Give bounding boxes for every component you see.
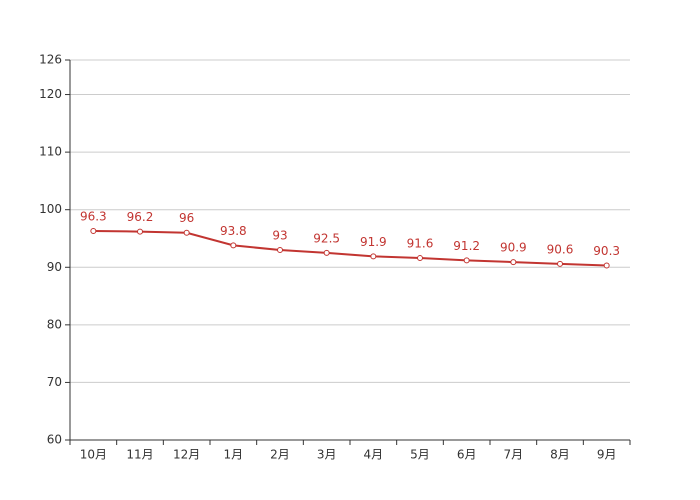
x-tick-label: 6月 xyxy=(457,448,477,462)
x-tick-label: 11月 xyxy=(126,448,153,462)
y-tick-label: 110 xyxy=(39,145,62,159)
x-tick-label: 9月 xyxy=(597,448,617,462)
y-tick-label: 100 xyxy=(39,202,62,216)
point xyxy=(510,259,517,266)
x-tick-label: 3月 xyxy=(317,448,337,462)
value-label: 96 xyxy=(179,211,194,225)
value-label: 90.9 xyxy=(500,241,527,255)
x-tick-label: 2月 xyxy=(270,448,290,462)
value-label: 92.5 xyxy=(313,231,340,245)
value-label: 91.6 xyxy=(407,237,434,251)
x-tick-label: 7月 xyxy=(504,448,524,462)
value-label: 91.9 xyxy=(360,235,387,249)
value-label: 91.2 xyxy=(453,239,480,253)
y-tick-label: 90 xyxy=(47,260,62,274)
point xyxy=(323,249,330,256)
value-label: 93.8 xyxy=(220,224,247,238)
point xyxy=(370,253,377,260)
point xyxy=(137,228,143,235)
point xyxy=(417,255,423,262)
x-tick-label: 5月 xyxy=(410,448,430,462)
value-label: 96.2 xyxy=(127,210,154,224)
value-label: 96.3 xyxy=(80,210,107,224)
point xyxy=(183,229,190,236)
y-tick-label: 80 xyxy=(47,317,62,331)
point xyxy=(90,228,97,234)
point xyxy=(557,260,563,267)
y-tick-label: 120 xyxy=(39,87,62,101)
y-tick-label: 126 xyxy=(39,53,62,67)
line xyxy=(93,230,607,267)
x-tick-label: 8月 xyxy=(550,448,570,462)
x-tick-label: 1月 xyxy=(224,448,244,462)
point xyxy=(463,257,470,264)
point xyxy=(230,242,237,249)
value-label: 90.6 xyxy=(547,242,574,256)
x-tick-label: 4月 xyxy=(364,448,384,462)
y-tick-label: 70 xyxy=(47,375,62,389)
x-tick-label: 12月 xyxy=(173,448,200,462)
point xyxy=(603,262,610,269)
value-label: 93 xyxy=(272,229,287,243)
x-tick-label: 10月 xyxy=(80,448,107,462)
value-label: 90.3 xyxy=(593,244,620,258)
point xyxy=(277,247,283,253)
y-tick-label: 60 xyxy=(47,433,62,447)
